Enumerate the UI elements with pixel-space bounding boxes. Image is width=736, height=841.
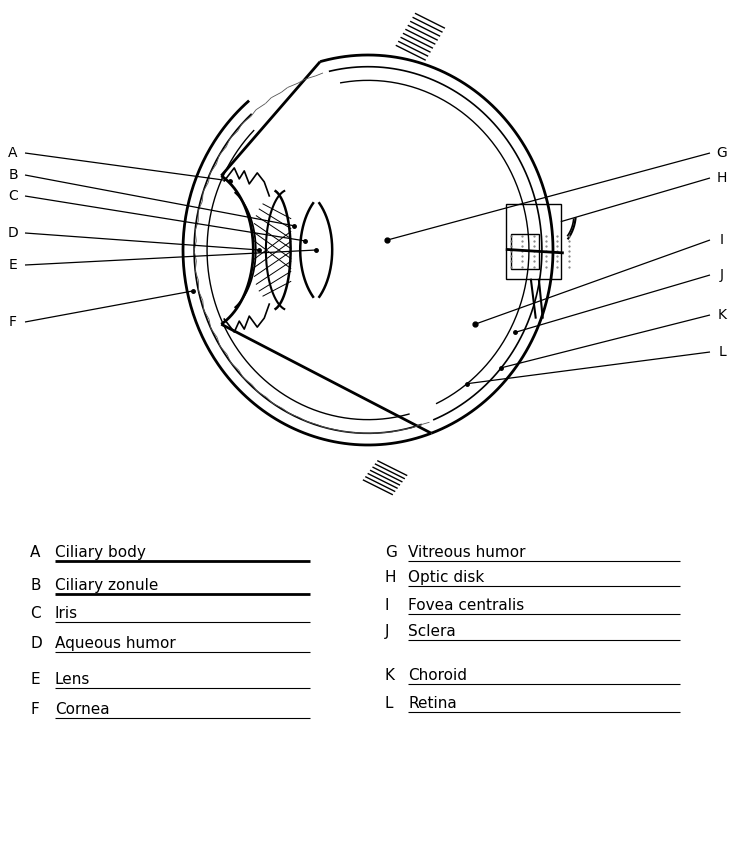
Text: Optic disk: Optic disk bbox=[408, 570, 484, 585]
Text: I: I bbox=[720, 233, 724, 247]
Text: L: L bbox=[385, 696, 394, 711]
Text: J: J bbox=[720, 268, 724, 282]
Text: L: L bbox=[718, 345, 726, 359]
Text: K: K bbox=[718, 308, 726, 322]
Text: C: C bbox=[30, 606, 40, 621]
Text: Lens: Lens bbox=[55, 672, 91, 687]
Text: D: D bbox=[7, 226, 18, 240]
Text: Cornea: Cornea bbox=[55, 702, 110, 717]
Text: F: F bbox=[9, 315, 17, 329]
Text: G: G bbox=[717, 146, 727, 160]
Text: Fovea centralis: Fovea centralis bbox=[408, 598, 524, 613]
Text: H: H bbox=[385, 570, 397, 585]
Text: Choroid: Choroid bbox=[408, 668, 467, 683]
Text: B: B bbox=[8, 168, 18, 182]
Text: B: B bbox=[30, 578, 40, 593]
Text: A: A bbox=[8, 146, 18, 160]
Text: I: I bbox=[385, 598, 389, 613]
Text: J: J bbox=[385, 624, 389, 639]
Text: A: A bbox=[30, 545, 40, 560]
Text: Ciliary zonule: Ciliary zonule bbox=[55, 578, 158, 593]
Bar bbox=[511, 234, 539, 268]
Text: K: K bbox=[385, 668, 395, 683]
Text: H: H bbox=[717, 171, 727, 185]
Bar bbox=[506, 204, 561, 278]
Text: G: G bbox=[385, 545, 397, 560]
Text: Vitreous humor: Vitreous humor bbox=[408, 545, 526, 560]
Text: Sclera: Sclera bbox=[408, 624, 456, 639]
Text: Iris: Iris bbox=[55, 606, 78, 621]
Text: F: F bbox=[30, 702, 39, 717]
Text: Retina: Retina bbox=[408, 696, 457, 711]
Text: D: D bbox=[30, 636, 42, 651]
Text: Aqueous humor: Aqueous humor bbox=[55, 636, 176, 651]
Text: E: E bbox=[9, 258, 18, 272]
Text: E: E bbox=[30, 672, 40, 687]
Text: C: C bbox=[8, 189, 18, 203]
Text: Ciliary body: Ciliary body bbox=[55, 545, 146, 560]
